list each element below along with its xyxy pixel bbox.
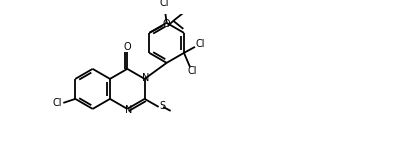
Text: Cl: Cl bbox=[187, 66, 197, 76]
Text: O: O bbox=[123, 42, 131, 52]
Text: Cl: Cl bbox=[160, 0, 170, 8]
Text: Cl: Cl bbox=[196, 39, 205, 49]
Text: S: S bbox=[159, 101, 165, 111]
Text: N: N bbox=[142, 73, 149, 83]
Text: Cl: Cl bbox=[52, 98, 62, 108]
Text: N: N bbox=[124, 105, 132, 115]
Text: O: O bbox=[162, 19, 170, 29]
